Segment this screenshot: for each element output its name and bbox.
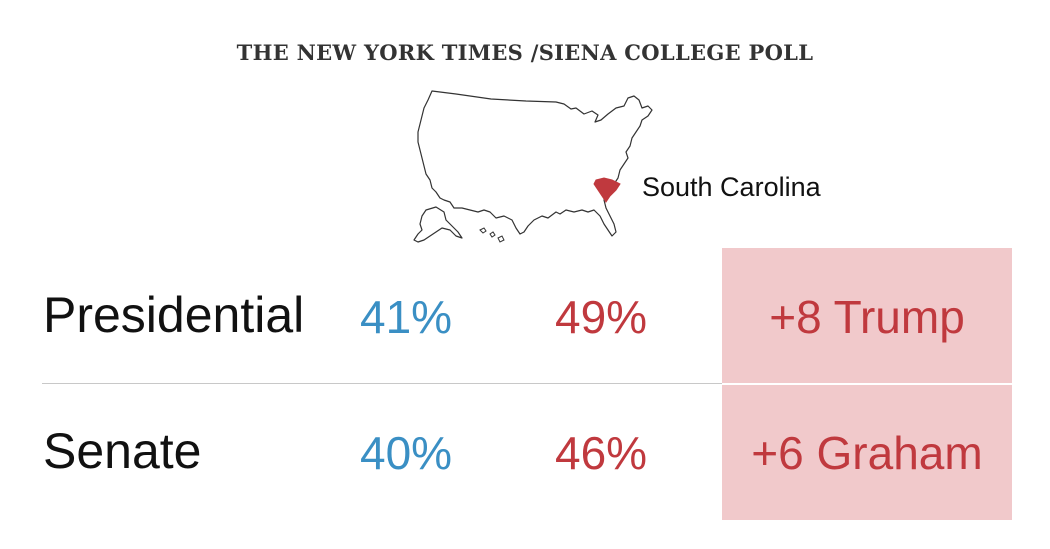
dem-percent-senate: 40% [360, 427, 453, 479]
state-label: South Carolina [642, 172, 821, 202]
margin-presidential: +8 Trump [769, 291, 965, 343]
margin-senate: +6 Graham [751, 427, 983, 479]
race-label-presidential: Presidential [43, 287, 305, 343]
alaska-outline [413, 206, 463, 243]
race-label-senate: Senate [43, 423, 202, 479]
row-divider [42, 383, 722, 384]
us-map-icon [413, 90, 653, 243]
rep-percent-presidential: 49% [555, 291, 648, 343]
rep-percent-senate: 46% [555, 427, 648, 479]
dem-percent-presidential: 41% [360, 291, 453, 343]
contiguous-us-outline [417, 90, 653, 237]
poll-title: THE NEW YORK TIMES /SIENA COLLEGE POLL [236, 40, 814, 65]
south-carolina-highlight [593, 177, 621, 203]
margin-box-divider [722, 383, 1012, 385]
hawaii-outline [479, 227, 505, 243]
